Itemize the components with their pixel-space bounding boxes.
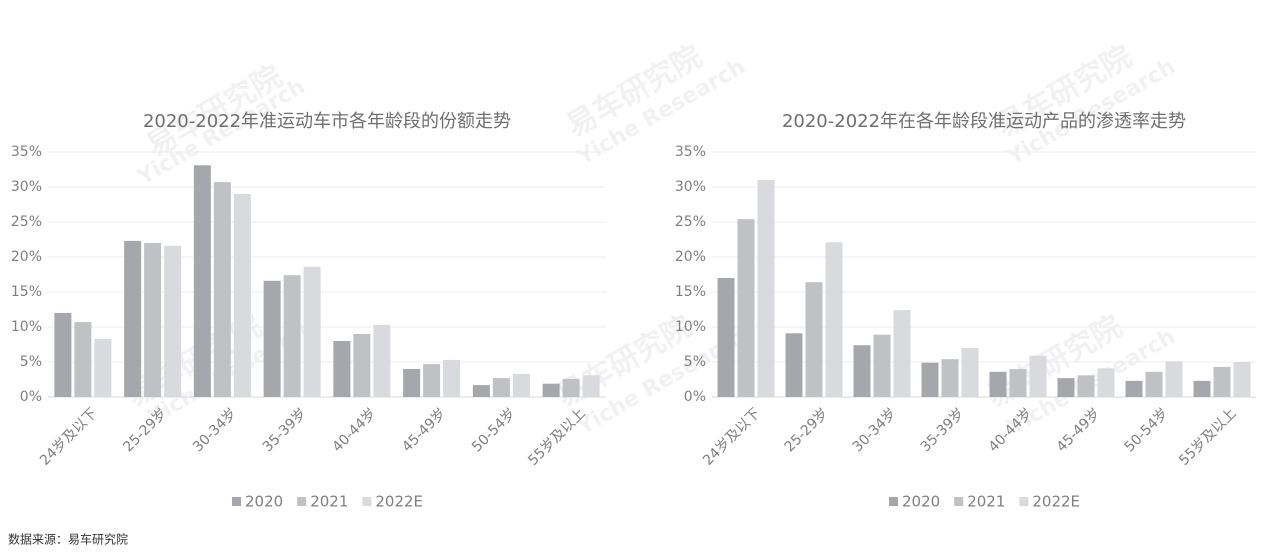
x-tick-label: 30-34岁 bbox=[190, 405, 240, 455]
bar bbox=[757, 180, 775, 397]
bar bbox=[785, 333, 803, 397]
x-tick-label: 40-44岁 bbox=[330, 405, 380, 455]
legend-label: 2020 bbox=[902, 493, 940, 511]
legend-swatch bbox=[954, 497, 964, 506]
bar bbox=[1165, 361, 1183, 397]
bar bbox=[717, 278, 735, 397]
bar bbox=[403, 369, 421, 397]
chart-title: 2020-2022年准运动车市各年龄段的份额走势 bbox=[143, 111, 511, 132]
bar bbox=[893, 310, 911, 397]
bar bbox=[805, 282, 823, 397]
x-tick-label: 45-49岁 bbox=[399, 405, 449, 455]
bar bbox=[94, 338, 112, 397]
y-tick-label: 20% bbox=[675, 249, 706, 265]
bar bbox=[164, 245, 182, 397]
bar bbox=[941, 359, 959, 397]
x-tick-label: 24岁及以下 bbox=[37, 405, 101, 469]
bar bbox=[124, 240, 142, 397]
legend-label: 2020 bbox=[245, 493, 283, 511]
y-tick-label: 5% bbox=[684, 354, 706, 370]
chart: 2020-2022年准运动车市各年龄段的份额走势 0% 5% 10% 15% 20% 25%… bbox=[11, 111, 606, 511]
y-tick-label: 10% bbox=[675, 319, 706, 335]
y-tick-label: 20% bbox=[11, 249, 42, 265]
legend-swatch bbox=[362, 497, 372, 506]
bar bbox=[74, 322, 92, 397]
bar bbox=[193, 165, 211, 397]
bar bbox=[233, 194, 251, 397]
x-tick-label: 24岁及以下 bbox=[700, 405, 764, 469]
bar bbox=[283, 275, 301, 397]
bar bbox=[1233, 362, 1251, 397]
y-tick-label: 15% bbox=[675, 284, 706, 300]
y-tick-label: 0% bbox=[20, 389, 42, 405]
legend-label: 2022E bbox=[1032, 493, 1080, 511]
bar bbox=[333, 341, 351, 397]
x-tick-label: 30-34岁 bbox=[850, 405, 900, 455]
legend-label: 2021 bbox=[310, 493, 348, 511]
bar bbox=[1029, 355, 1047, 397]
bar bbox=[213, 182, 231, 397]
bar bbox=[1009, 369, 1027, 397]
bar bbox=[263, 280, 281, 397]
x-tick-label: 50-54岁 bbox=[1122, 405, 1172, 455]
bar bbox=[54, 313, 72, 397]
bar bbox=[582, 375, 600, 397]
legend-label: 2022E bbox=[375, 493, 423, 511]
y-tick-label: 30% bbox=[675, 179, 706, 195]
bar bbox=[825, 242, 843, 397]
bar bbox=[1145, 371, 1163, 397]
y-tick-label: 10% bbox=[11, 319, 42, 335]
source-note: 数据来源：易车研究院 bbox=[8, 532, 128, 547]
bar bbox=[1193, 380, 1211, 397]
bar bbox=[144, 243, 162, 397]
bar bbox=[423, 364, 441, 397]
legend-swatch bbox=[889, 497, 898, 506]
y-tick-label: 25% bbox=[675, 214, 706, 230]
y-tick-label: 25% bbox=[11, 214, 42, 230]
legend-label: 2021 bbox=[967, 493, 1005, 511]
y-tick-label: 30% bbox=[11, 179, 42, 195]
bar bbox=[373, 324, 391, 397]
legend-swatch bbox=[232, 497, 241, 506]
x-tick-label: 35-39岁 bbox=[918, 405, 968, 455]
bar bbox=[542, 383, 560, 397]
bar bbox=[562, 378, 580, 397]
bar bbox=[1213, 366, 1231, 397]
x-tick-label: 55岁及以上 bbox=[525, 405, 589, 469]
legend-swatch bbox=[297, 497, 307, 506]
bar bbox=[921, 362, 939, 397]
bar bbox=[472, 385, 490, 397]
bar bbox=[853, 345, 871, 397]
x-tick-label: 25-29岁 bbox=[782, 405, 832, 455]
y-tick-label: 5% bbox=[20, 354, 42, 370]
bar bbox=[353, 334, 371, 397]
bar bbox=[303, 266, 321, 397]
bar bbox=[512, 373, 530, 397]
bar bbox=[1077, 375, 1095, 397]
bar bbox=[1125, 380, 1143, 397]
legend-swatch bbox=[1019, 497, 1029, 506]
y-tick-label: 15% bbox=[11, 284, 42, 300]
bar bbox=[737, 219, 755, 397]
chart: 2020-2022年在各年龄段准运动产品的渗透率走势 0% 5% 10% 15% 20% 2… bbox=[675, 111, 1256, 511]
bar bbox=[1057, 378, 1075, 397]
y-tick-label: 35% bbox=[675, 144, 706, 160]
bar bbox=[1097, 368, 1115, 397]
bar bbox=[873, 334, 891, 397]
bar bbox=[492, 378, 510, 397]
x-tick-label: 50-54岁 bbox=[469, 405, 519, 455]
chart-title: 2020-2022年在各年龄段准运动产品的渗透率走势 bbox=[782, 111, 1186, 132]
bar bbox=[443, 359, 461, 397]
y-tick-label: 0% bbox=[684, 389, 706, 405]
bar bbox=[961, 348, 979, 397]
x-tick-label: 55岁及以上 bbox=[1176, 405, 1240, 469]
y-tick-label: 35% bbox=[11, 144, 42, 160]
bar bbox=[989, 371, 1007, 397]
x-tick-label: 35-39岁 bbox=[260, 405, 310, 455]
